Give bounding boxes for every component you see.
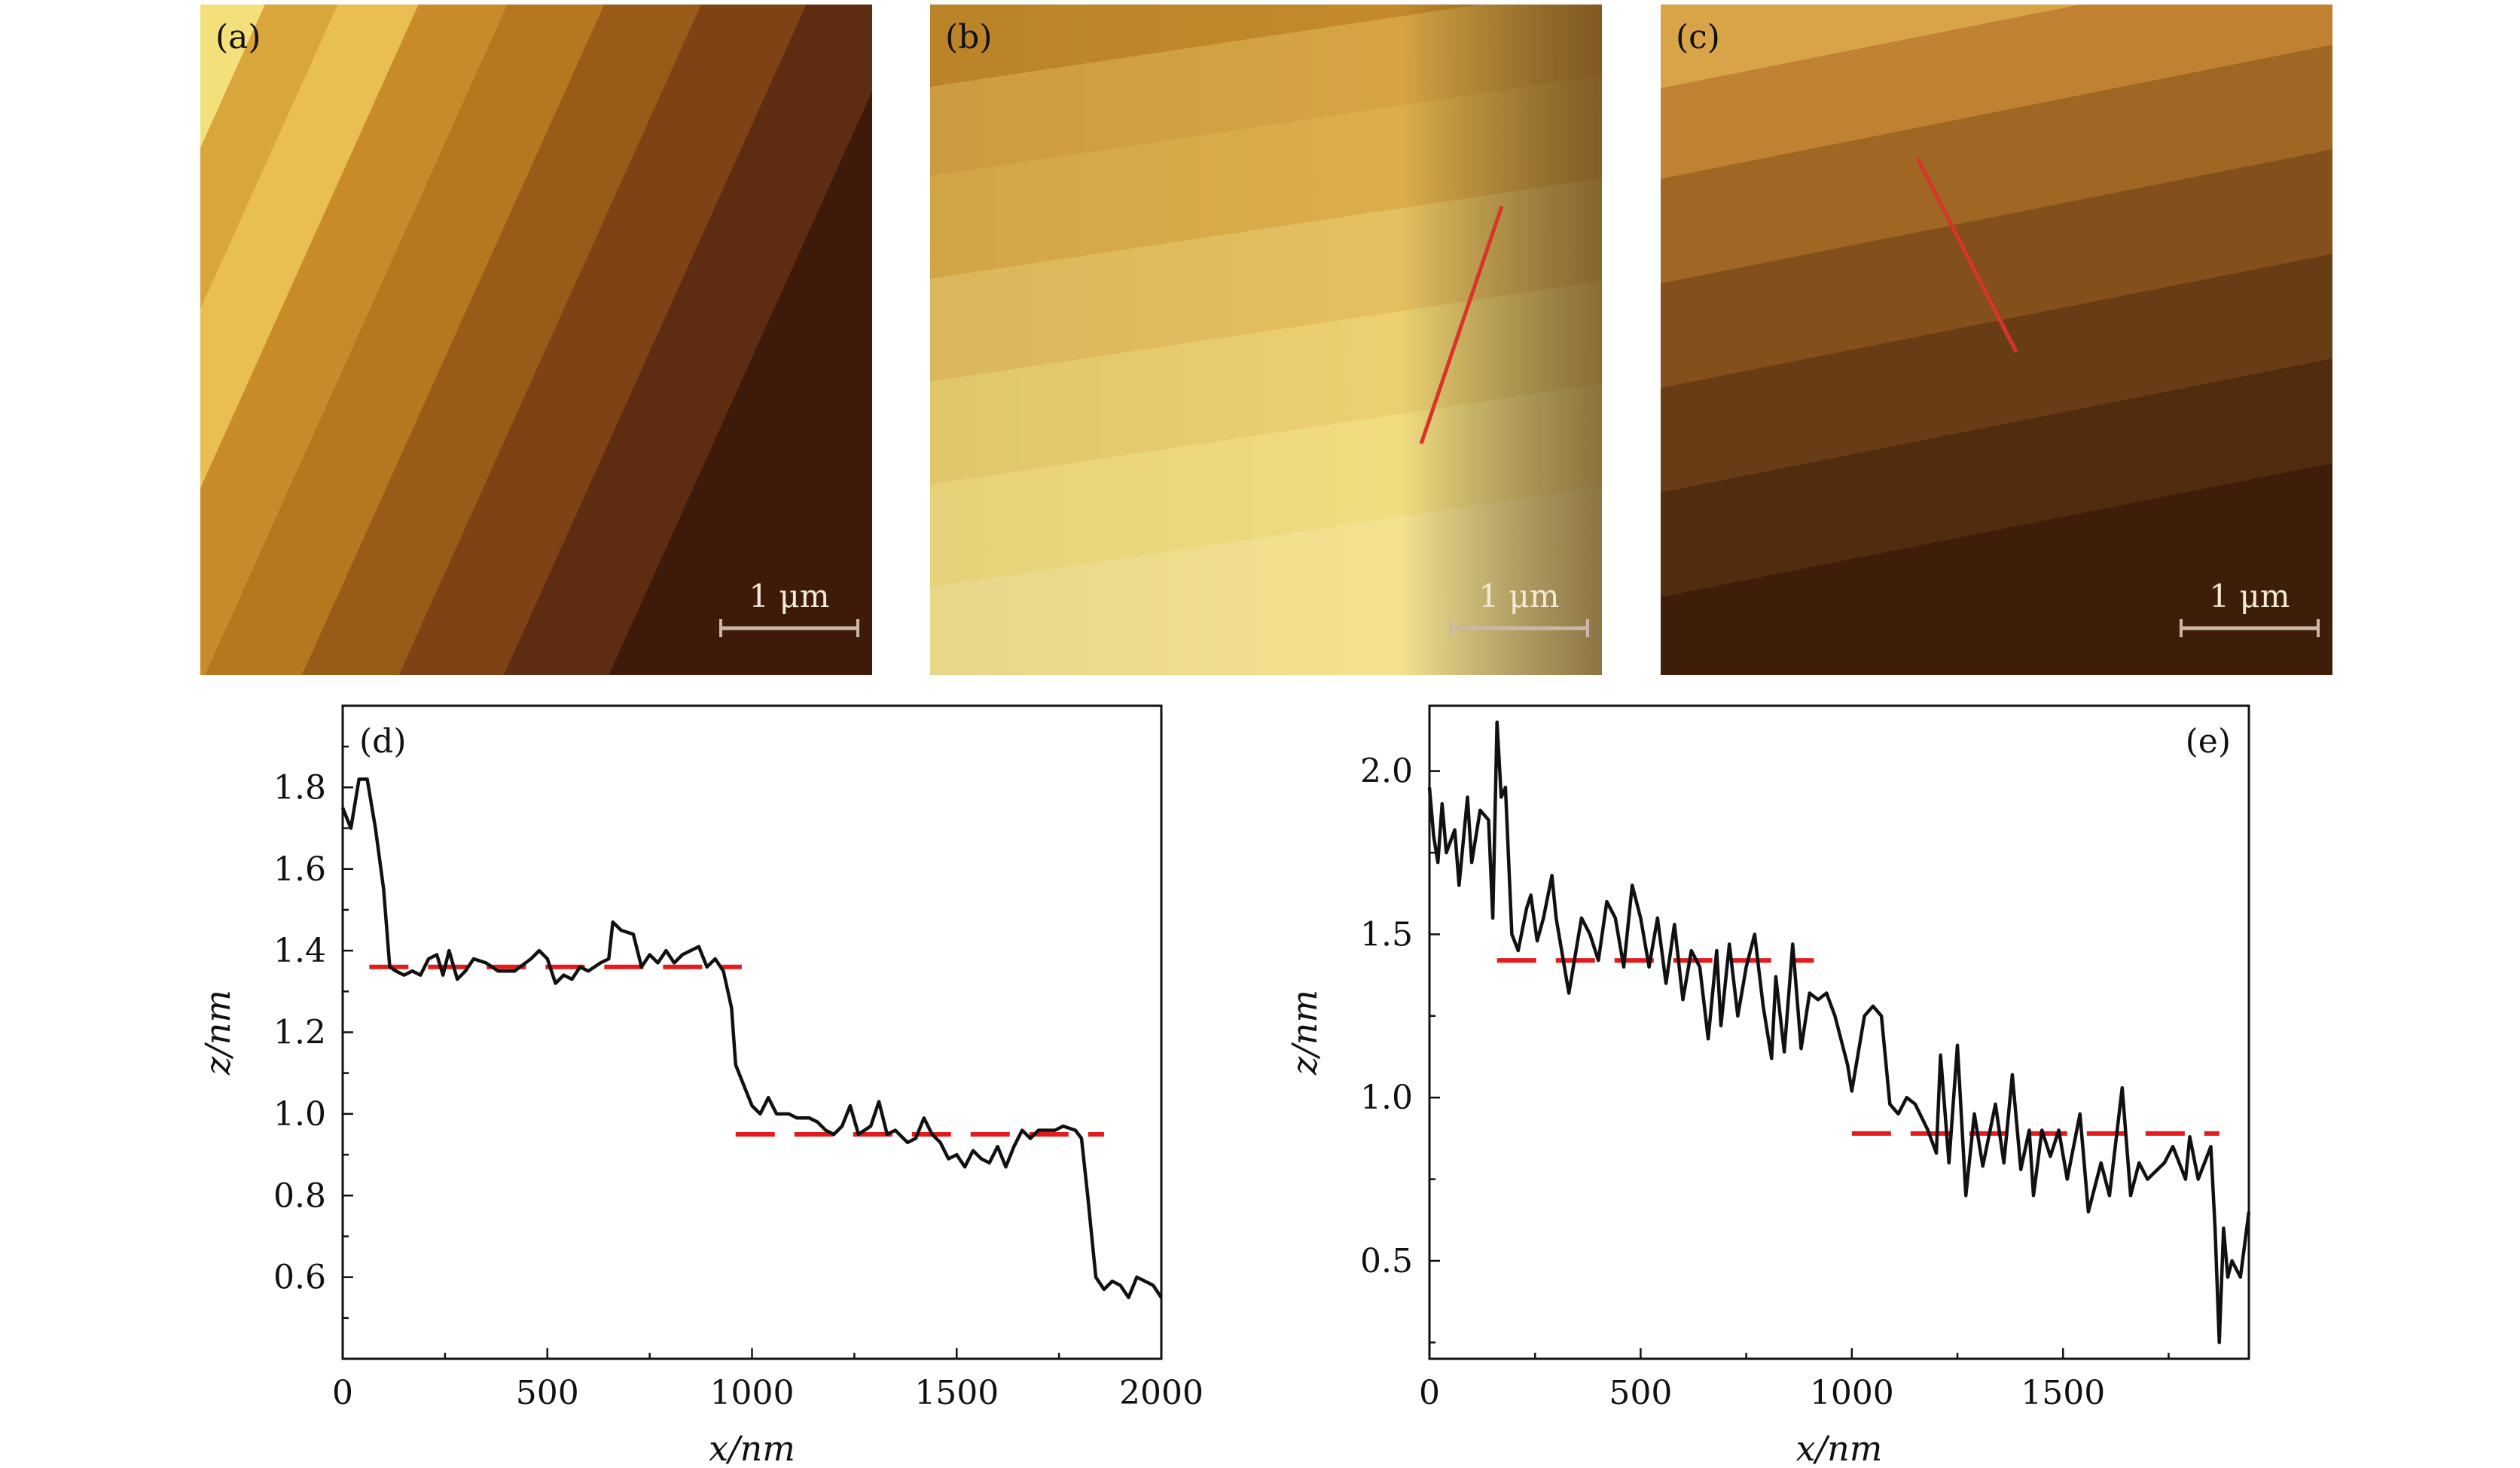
x-axis-title: x/nm [709,1428,795,1468]
y-tick-label: 1.4 [273,932,326,970]
x-tick-label: 1500 [2021,1374,2105,1412]
y-tick-label: 1.8 [273,768,326,807]
plot-frame [341,704,1163,1360]
y-axis-title: z/nm [1284,990,1325,1076]
image-label-c: (c) [1676,18,1720,56]
y-axis-title: z/nm [197,990,238,1076]
y-tick-label: 0.6 [273,1259,326,1297]
x-tick-label: 2000 [1119,1374,1204,1412]
x-tick-label: 1000 [710,1374,795,1412]
x-tick-label: 0 [1419,1374,1440,1412]
x-tick-label: 500 [516,1374,579,1412]
x-axis-title: x/nm [1796,1428,1883,1468]
afm-image-c-surface [1661,5,2332,675]
scale-bar-label-c: 1 μm [2209,578,2290,615]
afm-image-c: (c) 1 μm [1661,5,2332,675]
y-tick-label: 1.6 [273,850,326,889]
y-tick-label: 1.2 [273,1014,326,1052]
profile-line-b [1419,206,1504,444]
y-tick-label: 2.0 [1360,752,1413,791]
panel-label: (e) [2186,722,2231,761]
y-tick-label: 1.5 [1360,915,1413,954]
y-tick-label: 0.5 [1360,1242,1413,1280]
y-tick-label: 0.8 [273,1177,326,1215]
scale-bar-label-b: 1 μm [1478,578,1559,615]
height-profile-line [340,777,1163,1299]
profile-plot-d: 0 500 1000 1500 2000 0.6 0.8 1.0 1.2 1.4 1.6 1.8 x/n… [197,704,1204,1468]
height-profile-line [1427,720,2251,1344]
x-tick-label: 500 [1609,1374,1672,1412]
panel-label: (d) [359,722,407,761]
y-tick-label: 1.0 [1360,1079,1413,1117]
afm-image-b-shading [930,5,1602,675]
scale-bar-label-a: 1 μm [749,578,829,615]
x-tick-label: 0 [332,1374,353,1412]
afm-image-b: (b) 1 μm [930,5,1602,675]
y-tick-label: 1.0 [273,1095,326,1134]
x-tick-label: 1500 [914,1374,999,1412]
image-label-b: (b) [945,18,993,56]
image-label-a: (a) [215,18,261,56]
profile-line-c [1915,157,2018,353]
afm-image-a-surface [200,5,872,675]
x-tick-label: 1000 [1810,1374,1894,1412]
profile-plot-e: 0 500 1000 1500 0.5 1.0 1.5 2.0 x/nm z/nm (e) [1284,704,2251,1468]
afm-image-a: (a) 1 μm [200,5,872,675]
